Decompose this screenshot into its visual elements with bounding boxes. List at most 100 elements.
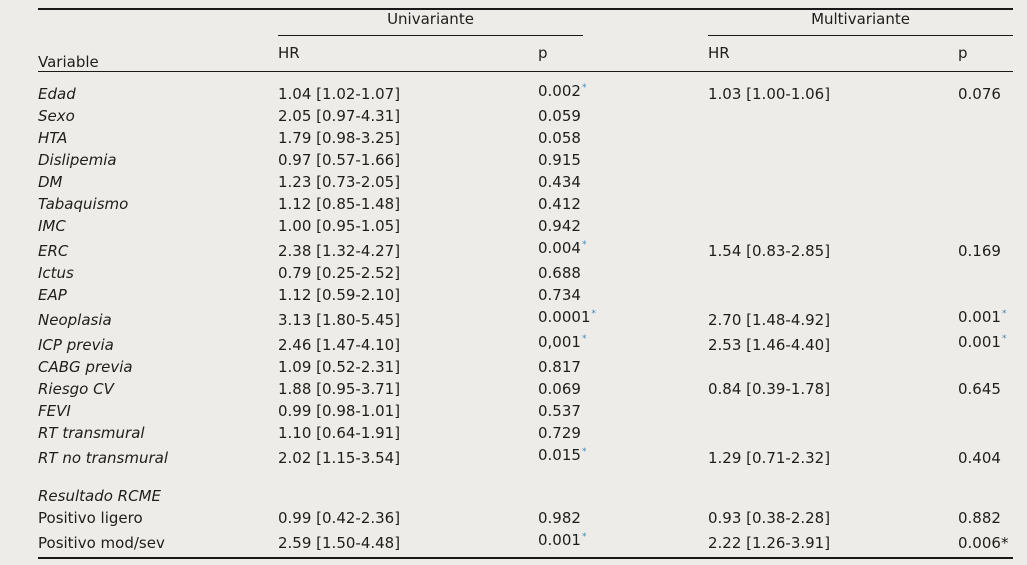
univariante-p-cell: 0,001* <box>538 333 587 351</box>
table-row: HTA 1.79 [0.98-3.25] 0.058 <box>38 127 1013 149</box>
variable-cell: EAP <box>38 286 67 304</box>
table-row: RT transmural 1.10 [0.64-1.91] 0.729 <box>38 422 1013 444</box>
multivariante-p-cell <box>958 284 1013 306</box>
univariante-hr-cell: 1.04 [1.02-1.07] <box>278 85 401 103</box>
table-row: FEVI 0.99 [0.98-1.01] 0.537 <box>38 400 1013 422</box>
univariante-p-cell: 0.729 <box>538 424 581 442</box>
paper-table-page: Variable Univariante Multivariante HR p … <box>0 8 1027 559</box>
univariante-hr-cell: 1.09 [0.52-2.31] <box>278 358 401 376</box>
univariante-hr-cell: 2.02 [1.15-3.54] <box>278 449 401 467</box>
multivariante-hr-cell: 1.54 [0.83-2.85] <box>708 242 831 260</box>
variable-cell: Ictus <box>38 264 74 282</box>
univariante-p-cell: 0.537 <box>538 402 581 420</box>
variable-cell: Positivo ligero <box>38 509 143 527</box>
multivariante-hr-cell: 0.93 [0.38-2.28] <box>708 509 831 527</box>
table-row: Ictus 0.79 [0.25-2.52] 0.688 <box>38 262 1013 284</box>
col-header-multivariante-p: p <box>958 36 1014 72</box>
univariante-p-cell: 0.688 <box>538 264 581 282</box>
table-row: Sexo 2.05 [0.97-4.31] 0.059 <box>38 105 1013 127</box>
variable-cell: Edad <box>38 85 76 103</box>
univariante-hr-cell: 1.00 [0.95-1.05] <box>278 217 401 235</box>
multivariante-hr-cell: 2.70 [1.48-4.92] <box>708 311 831 329</box>
significance-star: * <box>591 309 597 319</box>
table-row: Positivo ligero 0.99 [0.42-2.36] 0.982 0… <box>38 507 1013 529</box>
significance-star: * <box>581 447 587 457</box>
significance-star: * <box>581 532 587 542</box>
table-row: Riesgo CV 1.88 [0.95-3.71] 0.069 0.84 [0… <box>38 378 1013 400</box>
multivariante-p-cell: 0.001* <box>958 308 1007 326</box>
univariante-p-cell: 0.059 <box>538 107 581 125</box>
col-header-univariante-hr: HR <box>278 36 538 72</box>
variable-cell: RT transmural <box>38 424 145 442</box>
group-univariante-cell: Univariante <box>278 9 708 36</box>
table-row: Neoplasia 3.13 [1.80-5.45] 0.0001* 2.70 … <box>38 306 1013 331</box>
multivariante-p-cell: 0.169 <box>958 242 1001 260</box>
multivariante-hr-cell <box>708 149 958 171</box>
multivariante-hr-cell <box>708 422 958 444</box>
table-row: Positivo mod/sev 2.59 [1.50-4.48] 0.001*… <box>38 529 1014 559</box>
multivariante-hr-cell <box>708 284 958 306</box>
multivariante-p-cell: 0.006* <box>958 529 1014 559</box>
table-row: IMC 1.00 [0.95-1.05] 0.942 <box>38 215 1013 237</box>
univariante-p-cell: 0.915 <box>538 151 581 169</box>
univariante-hr-cell: 1.23 [0.73-2.05] <box>278 173 401 191</box>
table-row: ICP previa 2.46 [1.47-4.10] 0,001* 2.53 … <box>38 331 1013 356</box>
group-multivariante-cell: Multivariante <box>708 9 1014 36</box>
multivariante-hr-cell <box>708 400 958 422</box>
multivariante-hr-cell <box>708 356 958 378</box>
table-row: RT no transmural 2.02 [1.15-3.54] 0.015*… <box>38 444 1013 469</box>
multivariante-p-cell <box>958 171 1013 193</box>
col-header-variable: Variable <box>38 9 278 72</box>
variable-cell: RT no transmural <box>38 449 169 467</box>
multivariante-p-cell <box>958 127 1013 149</box>
table-body: Edad 1.04 [1.02-1.07] 0.002* 1.03 [1.00-… <box>38 72 1014 559</box>
univariante-hr-cell: 2.05 [0.97-4.31] <box>278 107 401 125</box>
univariante-hr-cell: 0.97 [0.57-1.66] <box>278 151 401 169</box>
significance-star: * <box>1001 309 1007 319</box>
multivariante-hr-cell <box>708 193 958 215</box>
univariante-hr-cell: 2.59 [1.50-4.48] <box>278 529 538 559</box>
variable-cell: Sexo <box>38 107 75 125</box>
multivariante-p-cell: 0.645 <box>958 380 1001 398</box>
table-row: Tabaquismo 1.12 [0.85-1.48] 0.412 <box>38 193 1013 215</box>
variable-cell: DM <box>38 173 63 191</box>
univariante-p-cell: 0.434 <box>538 173 581 191</box>
univariante-p-cell: 0.734 <box>538 286 581 304</box>
table-row: CABG previa 1.09 [0.52-2.31] 0.817 <box>38 356 1013 378</box>
multivariante-p-cell <box>958 400 1013 422</box>
table-row: Dislipemia 0.97 [0.57-1.66] 0.915 <box>38 149 1013 171</box>
variable-cell: Neoplasia <box>38 311 112 329</box>
table-row: ERC 2.38 [1.32-4.27] 0.004* 1.54 [0.83-2… <box>38 237 1013 262</box>
multivariante-p-cell: 0.076 <box>958 85 1001 103</box>
univariante-hr-cell: 1.79 [0.98-3.25] <box>278 129 401 147</box>
multivariante-hr-cell: 2.53 [1.46-4.40] <box>708 336 831 354</box>
table-row: DM 1.23 [0.73-2.05] 0.434 <box>38 171 1013 193</box>
multivariante-hr-cell <box>708 262 958 284</box>
multivariante-p-cell <box>958 262 1013 284</box>
univariante-hr-cell: 2.38 [1.32-4.27] <box>278 242 401 260</box>
table-row: Edad 1.04 [1.02-1.07] 0.002* 1.03 [1.00-… <box>38 72 1013 106</box>
col-group-univariante: Univariante <box>278 10 583 36</box>
univariante-hr-cell: 0.99 [0.98-1.01] <box>278 402 401 420</box>
multivariante-p-cell <box>958 149 1013 171</box>
variable-cell: HTA <box>38 129 68 147</box>
univariante-p-cell: 0.412 <box>538 195 581 213</box>
multivariante-p-cell <box>958 356 1013 378</box>
multivariante-p-cell: 0.404 <box>958 449 1001 467</box>
multivariante-p-cell <box>958 422 1013 444</box>
univariante-p-cell: 0.015* <box>538 446 587 464</box>
multivariante-hr-cell: 1.29 [0.71-2.32] <box>708 449 831 467</box>
regression-results-table: Variable Univariante Multivariante HR p … <box>38 8 1014 559</box>
variable-cell: IMC <box>38 217 66 235</box>
univariante-hr-cell: 1.12 [0.85-1.48] <box>278 195 401 213</box>
univariante-hr-cell: 0.99 [0.42-2.36] <box>278 509 401 527</box>
col-header-univariante-p: p <box>538 36 708 72</box>
univariante-hr-cell: 1.88 [0.95-3.71] <box>278 380 401 398</box>
multivariante-p-cell <box>958 193 1013 215</box>
multivariante-p-cell <box>958 105 1013 127</box>
univariante-p-cell: 0.817 <box>538 358 581 376</box>
univariante-p-cell: 0.942 <box>538 217 581 235</box>
table-header: Variable Univariante Multivariante HR p … <box>38 9 1014 72</box>
multivariante-hr-cell: 1.03 [1.00-1.06] <box>708 85 831 103</box>
variable-cell: Dislipemia <box>38 151 117 169</box>
